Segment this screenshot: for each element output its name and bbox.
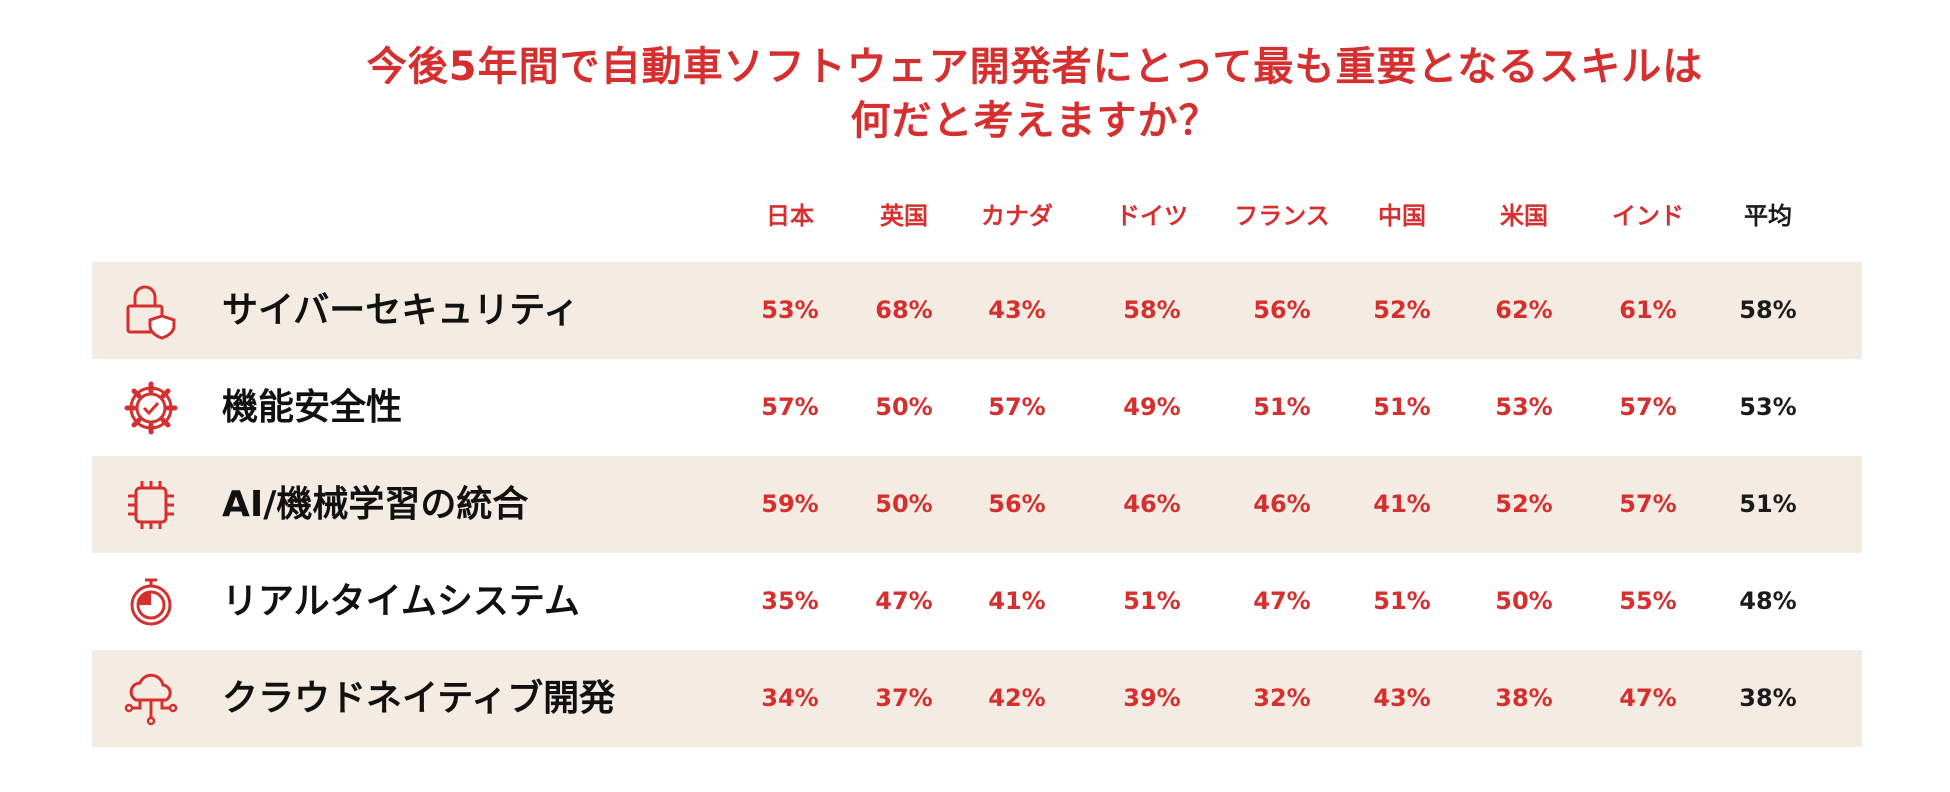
cloud-network-icon: [122, 670, 180, 728]
value-cell: 49%: [1123, 393, 1181, 421]
lock-shield-icon: [122, 282, 180, 340]
value-cell: 56%: [988, 490, 1046, 518]
value-cell: 38%: [1739, 684, 1797, 712]
value-cell: 55%: [1619, 587, 1677, 615]
value-cell: 53%: [1495, 393, 1553, 421]
value-cell: 61%: [1619, 296, 1677, 324]
column-header-5: 中国: [1378, 202, 1426, 230]
value-cell: 50%: [875, 490, 933, 518]
value-cell: 32%: [1253, 684, 1311, 712]
row-label: サイバーセキュリティ: [222, 290, 580, 331]
value-cell: 48%: [1739, 587, 1797, 615]
value-cell: 53%: [1739, 393, 1797, 421]
value-cell: 51%: [1123, 587, 1181, 615]
value-cell: 57%: [988, 393, 1046, 421]
row-label: リアルタイムシステム: [222, 581, 580, 622]
value-cell: 68%: [875, 296, 933, 324]
value-cell: 43%: [1373, 684, 1431, 712]
column-header-6: 米国: [1500, 202, 1548, 230]
value-cell: 35%: [761, 587, 819, 615]
value-cell: 57%: [1619, 393, 1677, 421]
value-cell: 51%: [1373, 393, 1431, 421]
column-header-3: ドイツ: [1116, 202, 1188, 230]
column-header-7: インド: [1612, 202, 1684, 230]
column-header-1: 英国: [880, 202, 928, 230]
value-cell: 50%: [1495, 587, 1553, 615]
value-cell: 51%: [1253, 393, 1311, 421]
gear-check-icon: [122, 379, 180, 437]
stopwatch-icon: [122, 573, 180, 631]
table-row: リアルタイムシステム 35% 47% 41% 51% 47% 51% 50% 55% 48%: [92, 553, 1862, 650]
value-cell: 57%: [761, 393, 819, 421]
value-cell: 53%: [761, 296, 819, 324]
table-row: AI/機械学習の統合 59% 50% 56% 46% 46% 41% 52% 57% 51%: [92, 456, 1862, 553]
table-row: 機能安全性 57% 50% 57% 49% 51% 51% 53% 57% 53%: [92, 359, 1862, 456]
value-cell: 47%: [875, 587, 933, 615]
row-label: AI/機械学習の統合: [222, 484, 529, 525]
value-cell: 58%: [1739, 296, 1797, 324]
value-cell: 34%: [761, 684, 819, 712]
chart-title-line-2: 何だと考えますか？: [850, 98, 1220, 144]
value-cell: 42%: [988, 684, 1046, 712]
value-cell: 56%: [1253, 296, 1311, 324]
value-cell: 41%: [1373, 490, 1431, 518]
value-cell: 37%: [875, 684, 933, 712]
column-header-4: フランス: [1234, 202, 1330, 230]
chart-title: 今後5年間で自動車ソフトウェア開発者にとって最も重要となるスキルは 何だと考えま…: [0, 40, 1950, 148]
column-header-0: 日本: [766, 202, 814, 230]
value-cell: 41%: [988, 587, 1046, 615]
chart-title-line-1: 今後5年間で自動車ソフトウェア開発者にとって最も重要となるスキルは: [366, 44, 1704, 90]
value-cell: 46%: [1253, 490, 1311, 518]
value-cell: 51%: [1373, 587, 1431, 615]
row-label: 機能安全性: [222, 387, 403, 428]
value-cell: 58%: [1123, 296, 1181, 324]
table-row: クラウドネイティブ開発 34% 37% 42% 39% 32% 43% 38% 47% 38%: [92, 650, 1862, 747]
chip-icon: [122, 476, 180, 534]
table-row: サイバーセキュリティ 53% 68% 43% 58% 56% 52% 62% 61% 58%: [92, 262, 1862, 359]
value-cell: 50%: [875, 393, 933, 421]
value-cell: 47%: [1619, 684, 1677, 712]
value-cell: 39%: [1123, 684, 1181, 712]
value-cell: 52%: [1495, 490, 1553, 518]
value-cell: 59%: [761, 490, 819, 518]
row-label: クラウドネイティブ開発: [222, 678, 616, 719]
value-cell: 47%: [1253, 587, 1311, 615]
column-header-2: カナダ: [981, 202, 1053, 230]
value-cell: 52%: [1373, 296, 1431, 324]
value-cell: 43%: [988, 296, 1046, 324]
value-cell: 51%: [1739, 490, 1797, 518]
value-cell: 62%: [1495, 296, 1553, 324]
value-cell: 38%: [1495, 684, 1553, 712]
value-cell: 46%: [1123, 490, 1181, 518]
column-header-8: 平均: [1744, 202, 1792, 230]
column-header-row: 日本 英国 カナダ ドイツ フランス 中国 米国 インド 平均: [0, 196, 1950, 236]
value-cell: 57%: [1619, 490, 1677, 518]
